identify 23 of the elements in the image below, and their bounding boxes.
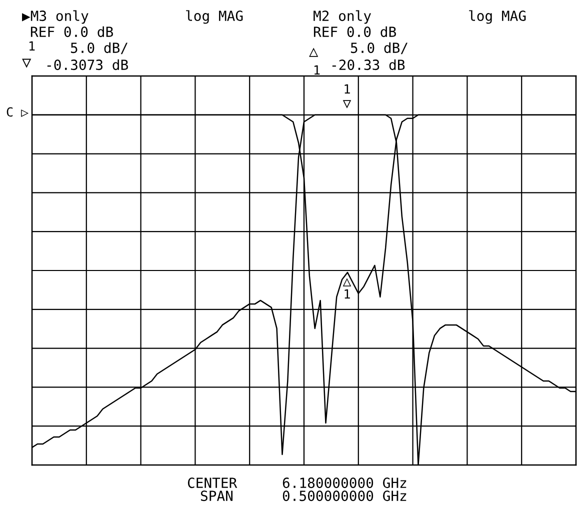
annotation: 1 (344, 289, 350, 298)
text: log MAG (469, 10, 526, 24)
text: △ (309, 48, 318, 57)
text: ▽ (22, 58, 32, 68)
text: ▶M3 only (22, 10, 88, 24)
text: log MAG (186, 10, 243, 24)
text: -20.33 dB (332, 59, 405, 70)
text: M2 only (314, 10, 371, 24)
text: 6.180000000 GHz (282, 478, 406, 488)
text: 0.500000000 GHz (282, 490, 406, 502)
text: 5.0 dB/ (350, 42, 408, 54)
text: -0.3073 dB (47, 59, 128, 70)
text: SPAN (200, 490, 233, 502)
text: 1 (30, 41, 35, 50)
text: REF 0.0 dB (314, 26, 396, 38)
text: 5.0 dB/ (70, 42, 128, 54)
text: ▽ (342, 100, 352, 108)
text: 1 (314, 65, 320, 74)
annotation: △ (342, 278, 352, 286)
text: C ▷ (6, 107, 29, 117)
text: REF 0.0 dB (30, 26, 113, 38)
text: 1 (344, 84, 350, 94)
text: CENTER (188, 478, 238, 488)
